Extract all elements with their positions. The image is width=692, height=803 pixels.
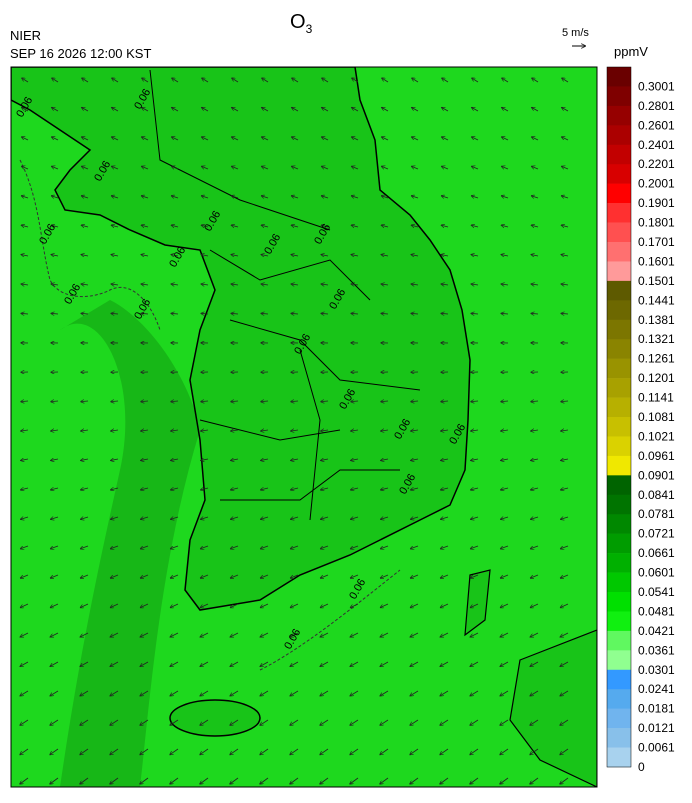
wind-arrow [111,313,118,314]
colorbar-cell [607,359,631,379]
colorbar-tick-label: 0.0961 [638,449,675,463]
colorbar-cell [607,631,631,651]
wind-arrow [471,313,478,314]
colorbar-tick-label: 0.0421 [638,624,675,638]
wind-arrow [171,313,178,314]
colorbar-tick-label: 0.2601 [638,118,675,132]
legend-unit: ppmV [614,44,648,59]
colorbar-tick-label: 0.1901 [638,196,675,210]
wind-arrow [51,313,58,314]
colorbar-tick-label: 0.0721 [638,527,675,541]
colorbar-cell [607,689,631,709]
wind-arrow [411,313,418,314]
colorbar-tick-label: 0.0481 [638,604,675,618]
colorbar-tick-label: 0.1441 [638,293,675,307]
title: O3 [290,11,313,36]
colorbar-tick-label: 0.2801 [638,99,675,113]
wind-arrow [321,313,328,314]
colorbar-cell [607,553,631,573]
colorbar-tick-label: 0.1601 [638,254,675,268]
colorbar-cell [607,611,631,631]
wind-arrow [291,313,298,314]
colorbar-cell [607,436,631,456]
colorbar-tick-label: 0.3001 [638,79,675,93]
colorbar-tick-label: 0.0841 [638,488,675,502]
colorbar-cell [607,573,631,593]
colorbar-tick-label: 0.1141 [638,391,674,405]
colorbar-tick-label: 0.1261 [638,352,675,366]
wind-arrow [231,313,238,314]
colorbar-tick-label: 0.0901 [638,468,675,482]
colorbar-tick-label: 0.1381 [638,313,675,327]
colorbar-tick-label: 0.2201 [638,157,675,171]
wind-arrow [381,313,388,314]
colorbar-cell [607,106,631,126]
colorbar-cell [607,456,631,476]
colorbar-tick-label: 0.0601 [638,566,675,580]
colorbar-cell [607,242,631,262]
colorbar-cell [607,86,631,106]
colorbar-cell [607,320,631,340]
colorbar-cell [607,650,631,670]
jeju [170,700,260,736]
colorbar-cell [607,223,631,243]
colorbar-cell [607,125,631,145]
colorbar-tick-label: 0.0061 [638,741,675,755]
colorbar-tick-label: 0.0301 [638,663,675,677]
colorbar-cell [607,378,631,398]
colorbar-cell [607,728,631,748]
colorbar-tick-label: 0.2401 [638,138,675,152]
wind-arrow [201,313,208,314]
colorbar-cell [607,145,631,165]
colorbar-cell [607,300,631,320]
colorbar-cell [607,475,631,495]
colorbar-tick-label: 0.1081 [638,410,675,424]
colorbar-cell [607,670,631,690]
colorbar-cell [607,261,631,281]
colorbar-cell [607,534,631,554]
agency: NIER [10,28,41,43]
colorbar-cell [607,514,631,534]
colorbar-tick-label: 0.0361 [638,643,675,657]
colorbar-cell [607,164,631,184]
colorbar-cell [607,709,631,729]
colorbar-tick-label: 0 [638,760,645,774]
wind-arrow [81,313,88,314]
colorbar-tick-label: 0.1321 [638,332,675,346]
wind-arrow [261,313,268,314]
colorbar: 0.3001 0.2801 0.2601 0.2401 0.2201 0.2001 0.19… [607,67,675,774]
colorbar-cell [607,184,631,204]
colorbar-tick-label: 0.2001 [638,177,675,191]
colorbar-cell [607,417,631,437]
colorbar-cell [607,203,631,223]
colorbar-cell [607,281,631,301]
colorbar-tick-label: 0.0241 [638,682,675,696]
datetime: SEP 16 2026 12:00 KST [10,46,151,61]
wind-scale-label: 5 m/s [562,27,589,39]
wind-arrow [441,313,448,314]
colorbar-cell [607,339,631,359]
colorbar-tick-label: 0.0781 [638,507,675,521]
colorbar-tick-label: 0.1701 [638,235,675,249]
wind-arrow [351,313,358,314]
colorbar-tick-label: 0.1201 [638,371,675,385]
colorbar-cell [607,748,631,768]
colorbar-tick-label: 0.0541 [638,585,675,599]
colorbar-tick-label: 0.1021 [638,429,675,443]
wind-arrow [501,313,508,314]
colorbar-cell [607,592,631,612]
colorbar-tick-label: 0.0181 [638,702,675,716]
colorbar-tick-label: 0.1801 [638,216,675,230]
wind-arrow [21,313,28,314]
wind-arrow [531,313,538,314]
colorbar-tick-label: 0.0121 [638,721,675,735]
colorbar-cell [607,495,631,515]
wind-arrow [561,313,568,314]
colorbar-cell [607,67,631,87]
colorbar-cell [607,398,631,418]
colorbar-tick-label: 0.1501 [638,274,675,288]
colorbar-tick-label: 0.0661 [638,546,675,560]
